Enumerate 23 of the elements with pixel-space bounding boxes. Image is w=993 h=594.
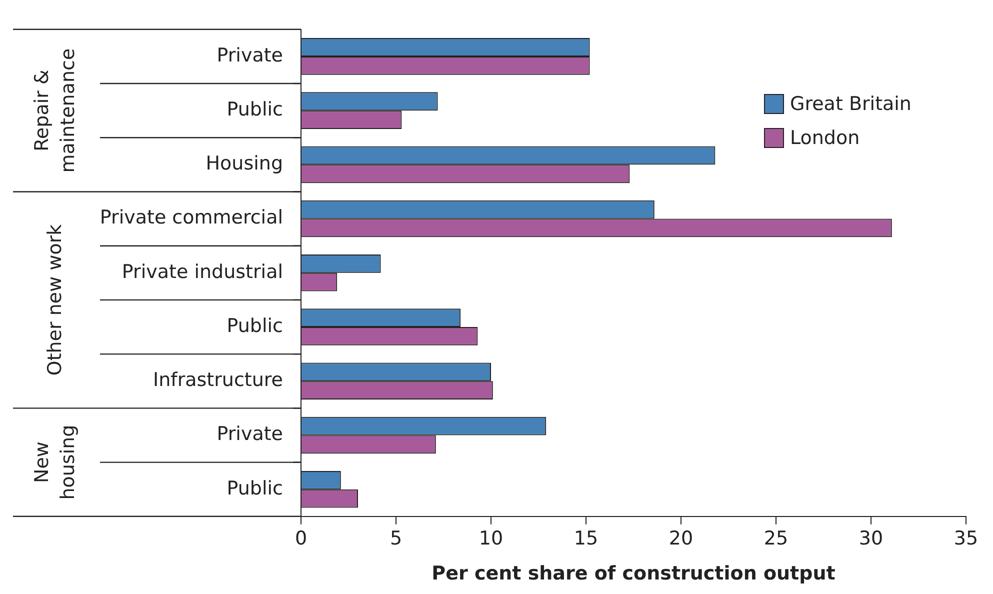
legend-label: London <box>790 127 860 150</box>
text: Repair & maintenance <box>30 48 79 173</box>
x-tick-label: 25 <box>764 528 788 550</box>
x-tick-label: 5 <box>390 528 402 550</box>
x-tick-label: 15 <box>574 528 598 550</box>
x-tick-label: 35 <box>954 528 978 550</box>
x-tick-label: 0 <box>294 528 308 550</box>
text: Other new work <box>44 224 66 376</box>
y-tick-label: Infrastructure <box>152 369 283 392</box>
y-tick-label: Housing <box>206 152 283 175</box>
y-tick-label: Private <box>216 423 283 446</box>
legend-label: Great Britain <box>790 93 912 116</box>
y-tick-label: Public <box>226 314 283 337</box>
y-tick-label: Public <box>226 477 283 500</box>
y-tick-label: Private commercial <box>100 206 283 229</box>
y-tick-label: Private <box>216 44 283 66</box>
text: New housing <box>30 424 79 500</box>
y-tick-label: Private industrial <box>122 260 283 283</box>
y-tick-label: Public <box>226 98 283 121</box>
x-axis-title: Per cent share of construction output <box>432 562 836 585</box>
x-tick-label: 20 <box>668 528 694 550</box>
x-tick-label: 10 <box>478 528 504 550</box>
x-tick-label: 30 <box>858 528 884 550</box>
